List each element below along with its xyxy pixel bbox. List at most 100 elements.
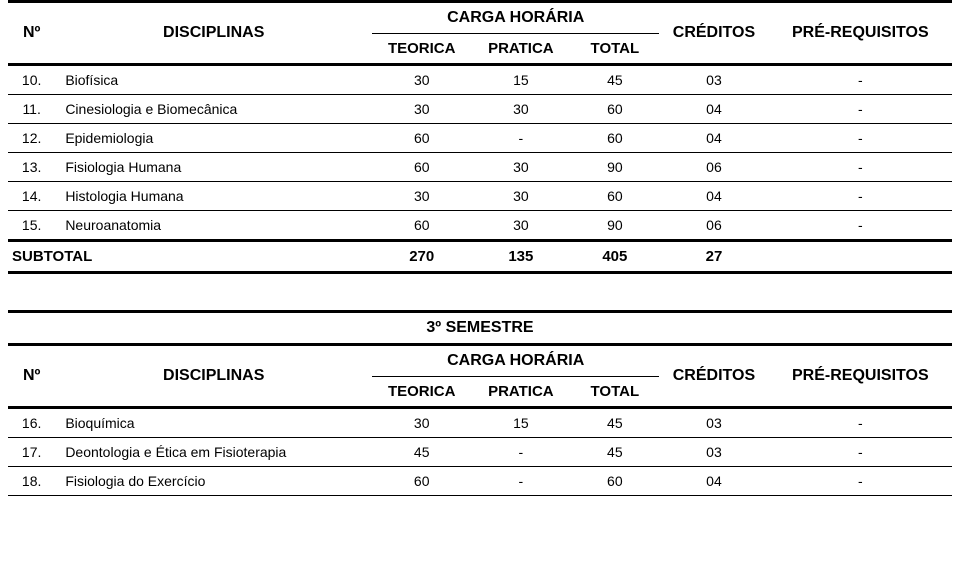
row-pra: 30: [471, 211, 570, 241]
row-num: 10.: [8, 65, 55, 95]
row-pre: -: [769, 65, 952, 95]
semester-title: 3º SEMESTRE: [8, 312, 952, 345]
row-teo: 30: [372, 65, 471, 95]
row-pre: -: [769, 211, 952, 241]
row-cred: 03: [659, 438, 768, 467]
row-disc: Neuroanatomia: [55, 211, 372, 241]
row-disc: Fisiologia Humana: [55, 153, 372, 182]
subtotal-cred: 27: [659, 241, 768, 273]
page: Nº DISCIPLINAS CARGA HORÁRIA CRÉDITOS PR…: [0, 0, 960, 516]
subtotal-tot: 405: [570, 241, 659, 273]
row-cred: 03: [659, 65, 768, 95]
row-teo: 60: [372, 153, 471, 182]
row-disc: Bioquímica: [55, 408, 372, 438]
header-carga: CARGA HORÁRIA: [372, 2, 659, 34]
row-pre: -: [769, 153, 952, 182]
header-prereq: PRÉ-REQUISITOS: [769, 345, 952, 408]
table-row: 11. Cinesiologia e Biomecânica 30 30 60 …: [8, 95, 952, 124]
row-num: 15.: [8, 211, 55, 241]
row-cred: 04: [659, 467, 768, 496]
header-prereq: PRÉ-REQUISITOS: [769, 2, 952, 65]
row-pra: -: [471, 438, 570, 467]
row-pre: -: [769, 124, 952, 153]
header-num: Nº: [8, 2, 55, 65]
row-cred: 06: [659, 153, 768, 182]
row-cred: 06: [659, 211, 768, 241]
header-cred: CRÉDITOS: [659, 345, 768, 408]
row-num: 17.: [8, 438, 55, 467]
header-total: TOTAL: [570, 377, 659, 408]
row-pre: -: [769, 95, 952, 124]
subtotal-row: SUBTOTAL 270 135 405 27: [8, 241, 952, 273]
row-cred: 04: [659, 182, 768, 211]
header-carga: CARGA HORÁRIA: [372, 345, 659, 377]
row-cred: 04: [659, 124, 768, 153]
row-pra: 15: [471, 65, 570, 95]
table-row: 15. Neuroanatomia 60 30 90 06 -: [8, 211, 952, 241]
row-num: 13.: [8, 153, 55, 182]
row-pra: 15: [471, 408, 570, 438]
row-teo: 30: [372, 95, 471, 124]
row-pra: 30: [471, 95, 570, 124]
row-cred: 04: [659, 95, 768, 124]
row-tot: 90: [570, 153, 659, 182]
header-total: TOTAL: [570, 34, 659, 65]
header-teorica: TEORICA: [372, 34, 471, 65]
row-pre: -: [769, 408, 952, 438]
row-tot: 60: [570, 467, 659, 496]
row-tot: 60: [570, 95, 659, 124]
row-pra: 30: [471, 182, 570, 211]
subtotal-teo: 270: [372, 241, 471, 273]
header-pratica: PRATICA: [471, 34, 570, 65]
header-pratica: PRATICA: [471, 377, 570, 408]
row-teo: 60: [372, 211, 471, 241]
row-teo: 60: [372, 124, 471, 153]
table-semester-2: Nº DISCIPLINAS CARGA HORÁRIA CRÉDITOS PR…: [8, 0, 952, 274]
row-teo: 45: [372, 438, 471, 467]
header-disc: DISCIPLINAS: [55, 2, 372, 65]
table-row: 13. Fisiologia Humana 60 30 90 06 -: [8, 153, 952, 182]
subtotal-pra: 135: [471, 241, 570, 273]
table-row: 12. Epidemiologia 60 - 60 04 -: [8, 124, 952, 153]
row-pra: -: [471, 124, 570, 153]
row-tot: 90: [570, 211, 659, 241]
table-row: 10. Biofísica 30 15 45 03 -: [8, 65, 952, 95]
row-pra: 30: [471, 153, 570, 182]
row-pre: -: [769, 438, 952, 467]
header-cred: CRÉDITOS: [659, 2, 768, 65]
subtotal-label: SUBTOTAL: [8, 241, 372, 273]
row-pre: -: [769, 467, 952, 496]
row-tot: 45: [570, 438, 659, 467]
header-teorica: TEORICA: [372, 377, 471, 408]
row-tot: 60: [570, 124, 659, 153]
table-semester-3: 3º SEMESTRE Nº DISCIPLINAS CARGA HORÁRIA…: [8, 310, 952, 496]
row-num: 16.: [8, 408, 55, 438]
table-row: 16. Bioquímica 30 15 45 03 -: [8, 408, 952, 438]
header-disc: DISCIPLINAS: [55, 345, 372, 408]
row-pra: -: [471, 467, 570, 496]
row-num: 14.: [8, 182, 55, 211]
row-cred: 03: [659, 408, 768, 438]
row-teo: 30: [372, 408, 471, 438]
table-row: 14. Histologia Humana 30 30 60 04 -: [8, 182, 952, 211]
row-tot: 45: [570, 408, 659, 438]
header-num: Nº: [8, 345, 55, 408]
table-row: 18. Fisiologia do Exercício 60 - 60 04 -: [8, 467, 952, 496]
row-disc: Biofísica: [55, 65, 372, 95]
row-num: 12.: [8, 124, 55, 153]
row-disc: Cinesiologia e Biomecânica: [55, 95, 372, 124]
row-disc: Epidemiologia: [55, 124, 372, 153]
row-teo: 30: [372, 182, 471, 211]
row-disc: Histologia Humana: [55, 182, 372, 211]
row-num: 18.: [8, 467, 55, 496]
row-teo: 60: [372, 467, 471, 496]
row-tot: 45: [570, 65, 659, 95]
row-tot: 60: [570, 182, 659, 211]
subtotal-pre: [769, 241, 952, 273]
row-disc: Deontologia e Ética em Fisioterapia: [55, 438, 372, 467]
table-row: 17. Deontologia e Ética em Fisioterapia …: [8, 438, 952, 467]
row-pre: -: [769, 182, 952, 211]
row-num: 11.: [8, 95, 55, 124]
row-disc: Fisiologia do Exercício: [55, 467, 372, 496]
spacer: [8, 274, 952, 310]
